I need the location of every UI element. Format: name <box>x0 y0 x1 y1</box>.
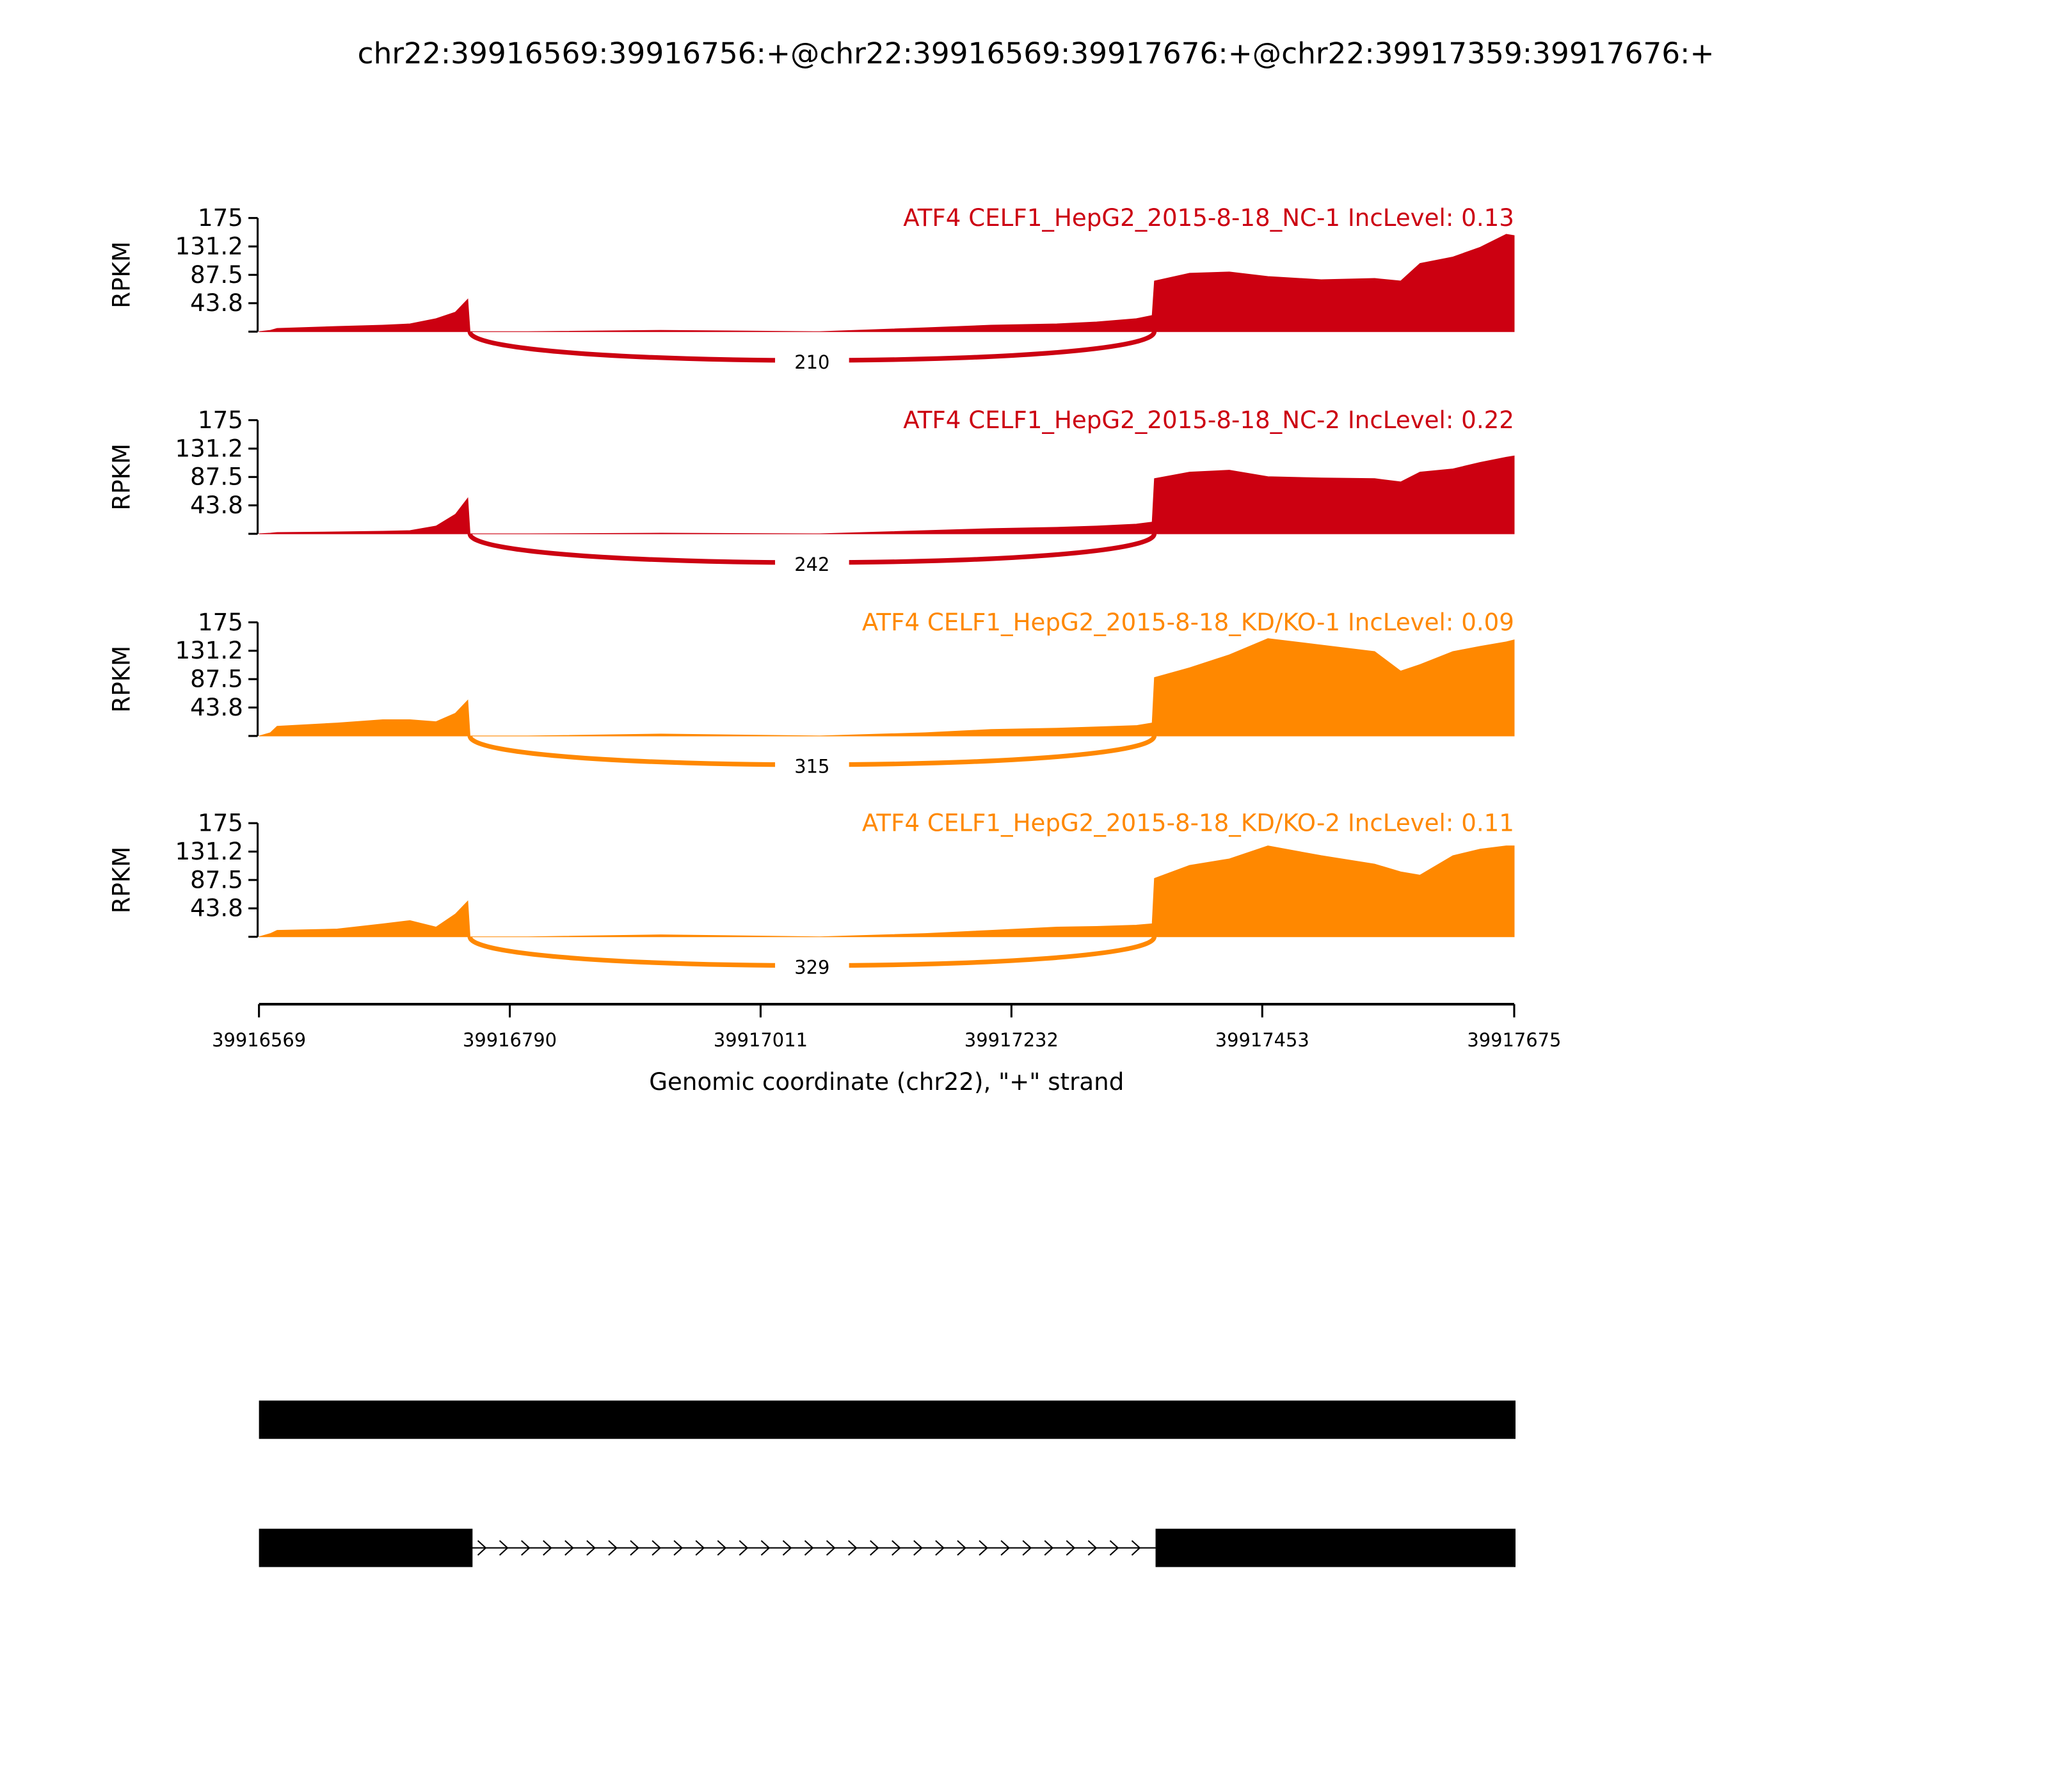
y-tick-label: 87.5 <box>190 463 243 491</box>
sample-label: ATF4 CELF1_HepG2_2015-8-18_KD/KO-2 IncLe… <box>862 810 1514 837</box>
strand-arrow-icon <box>957 1540 966 1556</box>
coverage-area <box>259 234 1515 332</box>
strand-arrow-icon <box>847 1540 858 1556</box>
junction-label-bg <box>775 951 849 980</box>
y-axis-label: RPKM <box>108 444 135 511</box>
exon <box>259 1528 473 1567</box>
strand-arrow-icon <box>870 1540 879 1556</box>
strand-arrow-icon <box>652 1540 662 1556</box>
strand-arrow-icon <box>913 1540 923 1556</box>
sample-label: ATF4 CELF1_HepG2_2015-8-18_NC-1 IncLevel… <box>903 204 1514 232</box>
sample-label: ATF4 CELF1_HepG2_2015-8-18_KD/KO-1 IncLe… <box>862 609 1514 636</box>
coverage-area <box>259 845 1515 938</box>
x-tick-label: 39917011 <box>714 1029 808 1051</box>
y-tick-label: 131.2 <box>175 232 243 260</box>
strand-arrow-icon <box>608 1540 618 1556</box>
y-axis-label: RPKM <box>108 847 135 914</box>
strand-arrow-icon <box>1000 1540 1011 1556</box>
y-tick-label: 175 <box>198 406 243 434</box>
strand-arrow-icon <box>630 1540 639 1556</box>
y-tick-label: 43.8 <box>190 289 243 317</box>
gene-model <box>259 1400 1516 1439</box>
strand-arrow-icon <box>717 1540 727 1556</box>
strand-arrow-icon <box>499 1540 509 1556</box>
y-tick-label: 43.8 <box>190 895 243 922</box>
y-tick-label: 175 <box>198 609 243 636</box>
strand-arrow-icon <box>521 1540 531 1556</box>
x-tick-label: 39917675 <box>1467 1029 1561 1051</box>
strand-arrow-icon <box>782 1540 792 1556</box>
strand-arrow-icon <box>543 1540 552 1556</box>
strand-arrow-icon <box>760 1540 771 1556</box>
junction-count: 329 <box>794 957 829 979</box>
strand-arrow-icon <box>804 1540 814 1556</box>
coverage-area <box>259 638 1515 737</box>
chart-title: chr22:39916569:39916756:+@chr22:39916569… <box>358 36 1715 70</box>
junction-count: 315 <box>794 756 829 778</box>
strand-arrow-icon <box>979 1540 988 1556</box>
strand-arrow-icon <box>477 1540 487 1556</box>
strand-arrow-icon <box>564 1540 574 1556</box>
y-axis-label: RPKM <box>108 646 135 713</box>
x-axis: 39916569 39916790 39917011 39917232 39917453… <box>212 1002 1561 1051</box>
y-tick-label: 87.5 <box>190 866 243 893</box>
strand-arrow-icon <box>1131 1540 1141 1556</box>
junction-label-bg <box>775 346 849 376</box>
exon <box>259 1400 1516 1439</box>
junction-count: 242 <box>794 554 829 575</box>
x-tick-label: 39917453 <box>1215 1029 1309 1051</box>
strand-arrow-icon <box>935 1540 945 1556</box>
strand-arrow-icon <box>673 1540 684 1556</box>
y-axis-label: RPKM <box>108 241 135 308</box>
x-tick-label: 39916790 <box>463 1029 557 1051</box>
gene-model <box>259 1528 1516 1567</box>
gene-models <box>259 1400 1516 1567</box>
strand-arrow-icon <box>892 1540 901 1556</box>
sample-label: ATF4 CELF1_HepG2_2015-8-18_NC-2 IncLevel… <box>903 406 1514 434</box>
y-tick-label: 87.5 <box>190 261 243 289</box>
y-tick-label: 43.8 <box>190 492 243 519</box>
exon <box>1155 1528 1516 1567</box>
x-tick-label: 39916569 <box>212 1029 306 1051</box>
junction-label-bg <box>775 750 849 780</box>
strand-arrow-icon <box>586 1540 596 1556</box>
coverage-area <box>259 455 1515 534</box>
strand-arrow-icon <box>739 1540 749 1556</box>
x-tick-label: 39917232 <box>964 1029 1059 1051</box>
strand-arrow-icon <box>1066 1540 1076 1556</box>
y-tick-label: 131.2 <box>175 838 243 865</box>
junction-label-bg <box>775 548 849 578</box>
strand-arrow-icon <box>1109 1540 1119 1556</box>
strand-arrow-icon <box>826 1540 836 1556</box>
y-tick-label: 43.8 <box>190 694 243 721</box>
strand-arrow-icon <box>1022 1540 1032 1556</box>
junction-count: 210 <box>794 351 829 373</box>
y-tick-label: 87.5 <box>190 666 243 693</box>
strand-arrow-icon <box>695 1540 705 1556</box>
y-tick-label: 175 <box>198 204 243 232</box>
strand-arrow-icon <box>1044 1540 1054 1556</box>
x-axis-label: Genomic coordinate (chr22), "+" strand <box>649 1068 1124 1096</box>
y-tick-label: 131.2 <box>175 637 243 664</box>
y-tick-label: 175 <box>198 810 243 837</box>
strand-arrow-icon <box>1087 1540 1098 1556</box>
y-tick-label: 131.2 <box>175 435 243 462</box>
